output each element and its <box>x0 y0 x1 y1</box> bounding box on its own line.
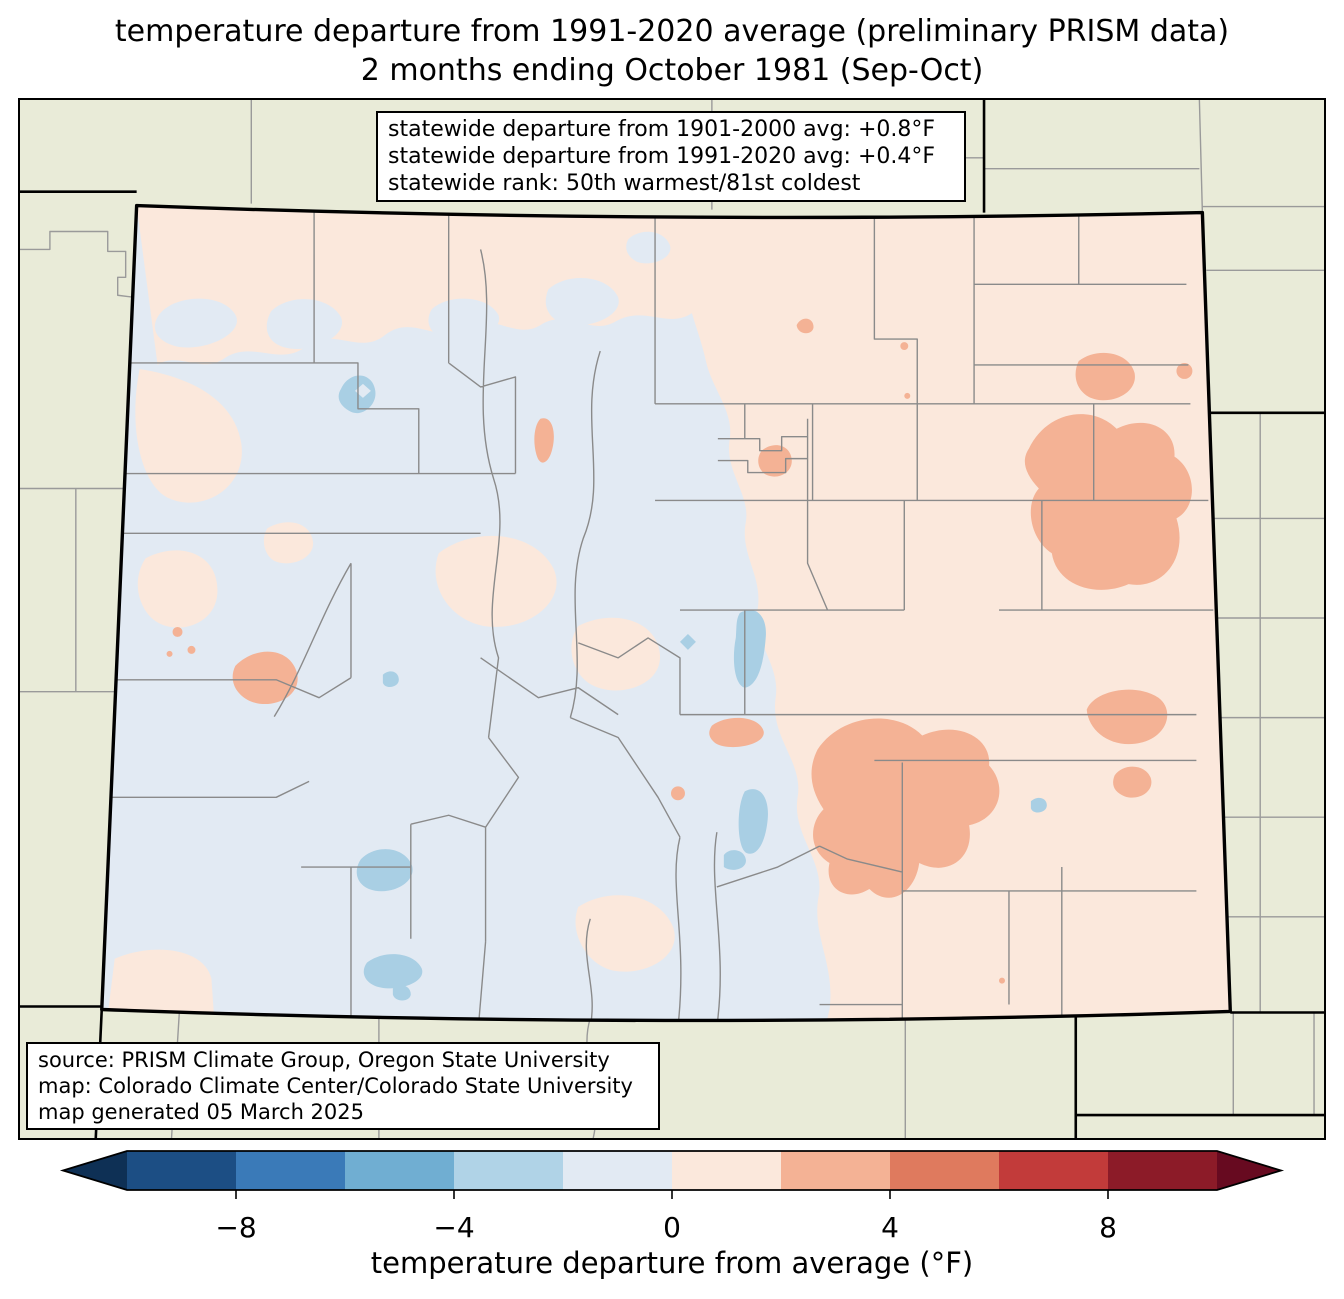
map-generated-line: map generated 05 March 2025 <box>38 1100 365 1124</box>
colorbar-segment <box>890 1151 1000 1190</box>
colorado-anomaly-map <box>20 100 1324 1138</box>
colorbar: −8 −4 0 4 8 temperature departure from avera… <box>59 1150 1285 1280</box>
county-lines <box>101 205 1214 1021</box>
figure-title: temperature departure from 1991-2020 ave… <box>0 12 1344 90</box>
warm-patches-west <box>107 368 675 1021</box>
colorbar-segments <box>127 1151 1218 1190</box>
colorbar-segment <box>781 1151 891 1190</box>
colorbar-segment <box>127 1151 237 1190</box>
stat-departure-1991-2020: statewide departure from 1991-2020 avg: … <box>388 144 936 169</box>
colorbar-extend-low-arrow <box>63 1151 127 1190</box>
map-frame: statewide departure from 1901-2000 avg: … <box>18 98 1326 1140</box>
colorbar-outline <box>59 1150 1285 1191</box>
figure-title-line2: 2 months ending October 1981 (Sep-Oct) <box>360 53 984 88</box>
cool-patches-north <box>154 231 671 349</box>
colorbar-tick-label: 0 <box>663 1211 681 1244</box>
colorbar-segment <box>563 1151 673 1190</box>
colorbar-segment <box>999 1151 1109 1190</box>
colorbar-segment <box>345 1151 455 1190</box>
warm-anomaly-blobs <box>166 318 1193 984</box>
colorbar-axis-label: temperature departure from average (°F) <box>371 1246 973 1280</box>
colorbar-segment <box>236 1151 346 1190</box>
source-attribution-box: source: PRISM Climate Group, Oregon Stat… <box>26 1042 660 1130</box>
colorbar-segment <box>672 1151 782 1190</box>
colorbar-extend-high-arrow <box>1217 1151 1281 1190</box>
colorbar-tick-label: −4 <box>433 1211 474 1244</box>
source-line: source: PRISM Climate Group, Oregon Stat… <box>38 1048 610 1072</box>
stat-rank: statewide rank: 50th warmest/81st coldes… <box>388 171 861 196</box>
colorbar-tick-label: 8 <box>1099 1211 1117 1244</box>
colorbar-segment <box>454 1151 564 1190</box>
map-credit-line: map: Colorado Climate Center/Colorado St… <box>38 1074 633 1098</box>
colorbar-segment <box>1108 1151 1218 1190</box>
figure-title-line1: temperature departure from 1991-2020 ave… <box>114 14 1230 49</box>
statewide-stats-box: statewide departure from 1901-2000 avg: … <box>376 111 966 202</box>
colorbar-tick-label: −8 <box>215 1211 256 1244</box>
colorbar-ticks: −8 −4 0 4 8 <box>215 1190 1117 1244</box>
stat-departure-1901-2000: statewide departure from 1901-2000 avg: … <box>388 117 936 142</box>
lake-hole <box>354 383 371 398</box>
state-interior <box>101 205 1231 1021</box>
colorado-state-border <box>100 203 1232 1023</box>
colorbar-tick-label: 4 <box>881 1211 899 1244</box>
